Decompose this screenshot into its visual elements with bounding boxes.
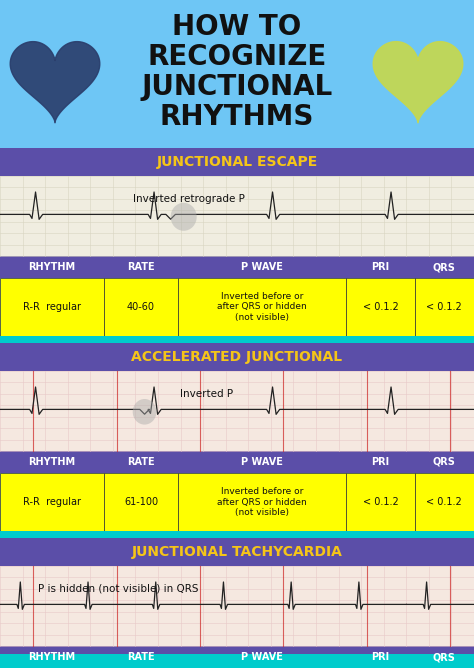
Text: RHYTHM: RHYTHM — [28, 262, 76, 272]
Text: Inverted retrograde P: Inverted retrograde P — [133, 194, 245, 204]
Bar — [0, 538, 474, 566]
Bar — [104, 278, 178, 336]
Text: RHYTHM: RHYTHM — [28, 652, 76, 662]
Text: Inverted P: Inverted P — [180, 389, 233, 399]
Bar — [0, 0, 474, 148]
Bar — [0, 176, 474, 256]
Text: ACCELERATED JUNCTIONAL: ACCELERATED JUNCTIONAL — [131, 350, 343, 364]
Text: PRI: PRI — [371, 652, 390, 662]
Bar — [0, 278, 104, 336]
Bar — [178, 278, 346, 336]
Text: < 0.1.2: < 0.1.2 — [427, 497, 462, 507]
Bar — [0, 531, 474, 538]
Bar — [0, 148, 474, 176]
Text: QRS: QRS — [433, 457, 456, 467]
Text: RATE: RATE — [127, 652, 155, 662]
Text: JUNCTIONAL TACHYCARDIA: JUNCTIONAL TACHYCARDIA — [132, 545, 342, 559]
Text: 61-100: 61-100 — [124, 497, 158, 507]
Text: HOW TO
RECOGNIZE
JUNCTIONAL
RHYTHMS: HOW TO RECOGNIZE JUNCTIONAL RHYTHMS — [141, 13, 333, 132]
Text: JUNCTIONAL ESCAPE: JUNCTIONAL ESCAPE — [156, 155, 318, 169]
Text: Inverted before or
after QRS or hidden
(not visible): Inverted before or after QRS or hidden (… — [217, 292, 307, 322]
Bar — [346, 278, 415, 336]
Text: QRS: QRS — [433, 652, 456, 662]
Text: P WAVE: P WAVE — [241, 262, 283, 272]
Bar — [0, 256, 474, 278]
Bar — [0, 451, 474, 473]
Bar — [104, 473, 178, 531]
Text: R-R  regular: R-R regular — [23, 497, 81, 507]
Bar — [0, 343, 474, 371]
Text: RHYTHM: RHYTHM — [28, 457, 76, 467]
Bar — [0, 646, 474, 668]
Bar — [415, 278, 474, 336]
Polygon shape — [373, 41, 463, 123]
Text: RATE: RATE — [127, 262, 155, 272]
Text: P WAVE: P WAVE — [241, 457, 283, 467]
Polygon shape — [10, 41, 100, 123]
Text: QRS: QRS — [433, 262, 456, 272]
Bar — [178, 473, 346, 531]
Text: PRI: PRI — [371, 262, 390, 272]
Bar — [415, 473, 474, 531]
Text: Inverted before or
after QRS or hidden
(not visible): Inverted before or after QRS or hidden (… — [217, 487, 307, 517]
Text: < 0.1.2: < 0.1.2 — [363, 302, 398, 312]
Text: < 0.1.2: < 0.1.2 — [427, 302, 462, 312]
Text: RATE: RATE — [127, 457, 155, 467]
Bar — [0, 566, 474, 646]
Bar — [0, 654, 474, 668]
Text: < 0.1.2: < 0.1.2 — [363, 497, 398, 507]
Text: P is hidden (not visible) in QRS: P is hidden (not visible) in QRS — [38, 584, 199, 594]
Text: PRI: PRI — [371, 457, 390, 467]
Ellipse shape — [133, 399, 156, 425]
Text: 40-60: 40-60 — [127, 302, 155, 312]
Text: R-R  regular: R-R regular — [23, 302, 81, 312]
Ellipse shape — [171, 203, 197, 231]
Bar — [346, 473, 415, 531]
Bar — [0, 473, 104, 531]
Bar — [0, 336, 474, 343]
Bar — [0, 371, 474, 451]
Text: P WAVE: P WAVE — [241, 652, 283, 662]
